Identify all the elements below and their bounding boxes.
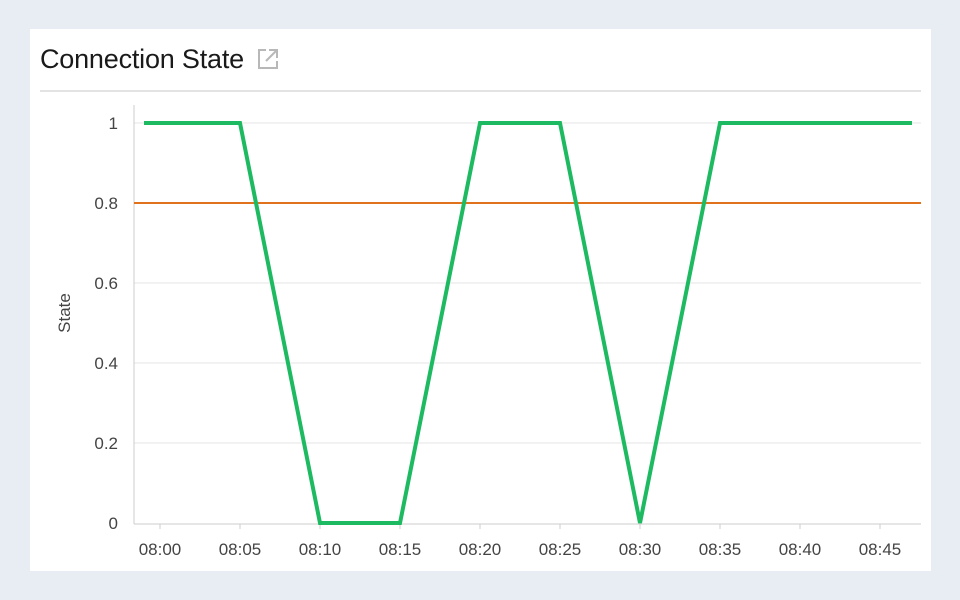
header-divider (40, 90, 921, 92)
y-tick-label: 0 (109, 514, 118, 533)
y-axis-title: State (55, 293, 74, 333)
external-link-icon[interactable] (256, 47, 280, 71)
x-tick-label: 08:10 (299, 540, 342, 559)
x-tick-label: 08:45 (859, 540, 902, 559)
x-tick-label: 08:35 (699, 540, 742, 559)
x-tick-label: 08:25 (539, 540, 582, 559)
y-tick-label: 0.4 (94, 354, 118, 373)
panel-header: Connection State (40, 39, 280, 79)
x-tick-label: 08:15 (379, 540, 422, 559)
y-tick-label: 1 (109, 114, 118, 133)
panel-title: Connection State (40, 43, 244, 74)
y-tick-label: 0.8 (94, 194, 118, 213)
x-tick-label: 08:40 (779, 540, 822, 559)
gridlines (134, 122, 921, 444)
line-chart: 0 0.2 0.4 0.6 0.8 1 08:00 08:05 08:10 08:15 08:20… (55, 105, 921, 559)
series-line-state (144, 121, 912, 525)
chart-panel: Connection State 0 0.2 0.4 0.6 0.8 1 08:00 08:… (30, 29, 931, 571)
x-tick-label: 08:20 (459, 540, 502, 559)
x-tick-label: 08:05 (219, 540, 262, 559)
x-tick-label: 08:30 (619, 540, 662, 559)
y-tick-label: 0.6 (94, 274, 118, 293)
y-ticks: 0 0.2 0.4 0.6 0.8 1 (94, 114, 118, 533)
x-ticks: 08:00 08:05 08:10 08:15 08:20 08:25 08:30 08:35… (139, 524, 902, 559)
x-tick-label: 08:00 (139, 540, 182, 559)
y-tick-label: 0.2 (94, 434, 118, 453)
